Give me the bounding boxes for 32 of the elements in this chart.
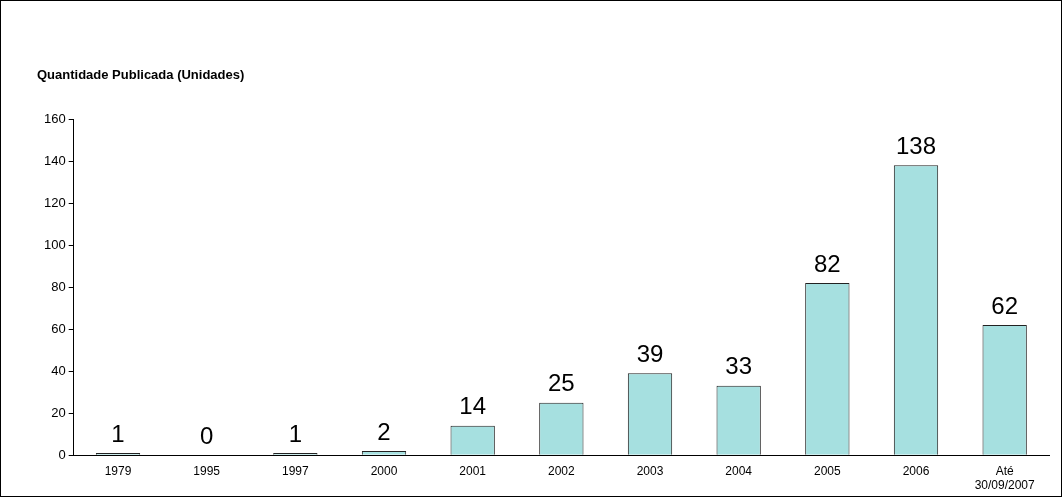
data-label: 14 [459, 392, 487, 420]
y-tick-label: 160 [43, 110, 66, 126]
y-tick-label: 80 [51, 278, 66, 294]
data-label: 1 [288, 419, 303, 447]
data-label: 62 [991, 291, 1019, 319]
data-label: 2 [377, 417, 391, 445]
y-tick-label: 0 [58, 446, 66, 462]
chart-title: Quantidade Publicada (Unidades) [37, 67, 245, 82]
y-tick-label: 140 [43, 152, 66, 168]
y-tick-label: 40 [51, 362, 66, 378]
x-tick-label: 2006 [902, 463, 930, 478]
data-label: 1 [111, 419, 125, 447]
y-tick-label: 60 [51, 320, 66, 336]
data-label: 25 [547, 369, 575, 397]
data-label: 138 [895, 131, 937, 159]
y-tick-label: 100 [43, 236, 66, 252]
x-tick-label: 2000 [370, 463, 398, 478]
x-tick-label: Até 30/09/2007 [974, 463, 1036, 493]
data-label: 39 [636, 339, 664, 367]
data-label: 82 [813, 249, 841, 277]
x-tick-label: 2004 [725, 463, 753, 478]
y-tick-label: 20 [51, 404, 66, 420]
x-tick-label: 1997 [282, 463, 310, 478]
x-tick-label: 2001 [459, 463, 487, 478]
x-tick-label: 2003 [636, 463, 664, 478]
y-tick-label: 120 [43, 194, 66, 210]
x-tick-label: 2005 [813, 463, 842, 478]
data-label: 33 [725, 352, 753, 380]
x-tick-label: 1995 [193, 463, 221, 478]
data-label: 0 [200, 421, 214, 449]
x-tick-label: 1979 [104, 463, 132, 478]
x-tick-label: 2002 [547, 463, 576, 478]
